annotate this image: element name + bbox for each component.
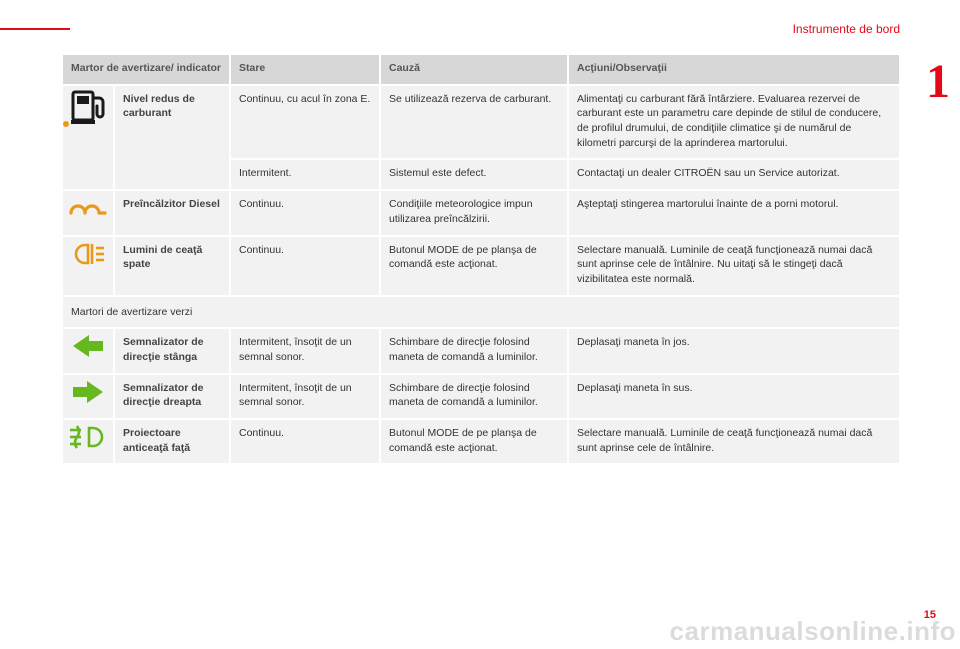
diesel-name: Preîncălzitor Diesel <box>114 190 230 235</box>
fuel-stare-1: Continuu, cu acul în zona E. <box>230 85 380 160</box>
fuel-icon-cell <box>62 85 114 190</box>
right-turn-icon-cell <box>62 374 114 419</box>
col-stare: Stare <box>230 54 380 85</box>
chapter-number: 1 <box>926 58 950 106</box>
front-fog-cauza: Butonul MODE de pe planşa de comandă est… <box>380 419 568 464</box>
front-fog-icon <box>67 424 109 455</box>
front-fog-name: Proiectoare anticeaţă faţă <box>114 419 230 464</box>
row-left-turn: Semnalizator de direcţie stânga Intermit… <box>62 328 900 373</box>
watermark: carmanualsonline.info <box>670 616 956 647</box>
table-header-row: Martor de avertizare/ indicator Stare Ca… <box>62 54 900 85</box>
row-fuel-1: Nivel redus de carburant Continuu, cu ac… <box>62 85 900 160</box>
rear-fog-icon <box>68 241 108 272</box>
rear-fog-stare: Continuu. <box>230 236 380 296</box>
diesel-icon-cell <box>62 190 114 235</box>
fuel-act-2: Contactaţi un dealer CITROËN sau un Serv… <box>568 159 900 190</box>
right-act: Deplasaţi maneta în sus. <box>568 374 900 419</box>
diesel-stare: Continuu. <box>230 190 380 235</box>
fuel-pump-icon <box>67 90 109 131</box>
fuel-cauza-1: Se utilizează rezerva de carburant. <box>380 85 568 160</box>
left-cauza: Schimbare de direcţie folosind maneta de… <box>380 328 568 373</box>
fuel-cauza-2: Sistemul este defect. <box>380 159 568 190</box>
section-title: Instrumente de bord <box>793 22 900 36</box>
rear-fog-cauza: Butonul MODE de pe planşa de comandă est… <box>380 236 568 296</box>
right-name: Semnalizator de direcţie dreapta <box>114 374 230 419</box>
rear-fog-name: Lumini de ceaţă spate <box>114 236 230 296</box>
fuel-act-1: Alimentaţi cu carburant fără întârziere.… <box>568 85 900 160</box>
row-right-turn: Semnalizator de direcţie dreapta Intermi… <box>62 374 900 419</box>
arrow-left-icon <box>71 333 105 364</box>
diesel-preheat-icon <box>68 195 108 222</box>
col-cauza: Cauză <box>380 54 568 85</box>
row-front-fog: Proiectoare anticeaţă faţă Continuu. But… <box>62 419 900 464</box>
row-rear-fog: Lumini de ceaţă spate Continuu. Butonul … <box>62 236 900 296</box>
front-fog-stare: Continuu. <box>230 419 380 464</box>
front-fog-act: Selectare manuală. Luminile de ceaţă fun… <box>568 419 900 464</box>
arrow-right-icon <box>71 379 105 410</box>
rear-fog-act: Selectare manuală. Luminile de ceaţă fun… <box>568 236 900 296</box>
left-act: Deplasaţi maneta în jos. <box>568 328 900 373</box>
row-diesel: Preîncălzitor Diesel Continuu. Condiţiil… <box>62 190 900 235</box>
front-fog-icon-cell <box>62 419 114 464</box>
diesel-act: Aşteptaţi stingerea martorului înainte d… <box>568 190 900 235</box>
rear-fog-icon-cell <box>62 236 114 296</box>
left-stare: Intermitent, însoţit de un semnal sonor. <box>230 328 380 373</box>
row-green-heading: Martori de avertizare verzi <box>62 296 900 329</box>
left-name: Semnalizator de direcţie stânga <box>114 328 230 373</box>
indicators-table: Martor de avertizare/ indicator Stare Ca… <box>60 52 898 466</box>
col-act: Acţiuni/Observaţii <box>568 54 900 85</box>
right-cauza: Schimbare de direcţie folosind maneta de… <box>380 374 568 419</box>
right-stare: Intermitent, însoţit de un semnal sonor. <box>230 374 380 419</box>
fuel-name: Nivel redus de carburant <box>114 85 230 190</box>
green-heading-text: Martori de avertizare verzi <box>62 296 900 329</box>
col-indicator: Martor de avertizare/ indicator <box>62 54 230 85</box>
diesel-cauza: Condiţiile meteorologice impun utilizare… <box>380 190 568 235</box>
left-turn-icon-cell <box>62 328 114 373</box>
accent-bar <box>0 28 70 30</box>
fuel-stare-2: Intermitent. <box>230 159 380 190</box>
